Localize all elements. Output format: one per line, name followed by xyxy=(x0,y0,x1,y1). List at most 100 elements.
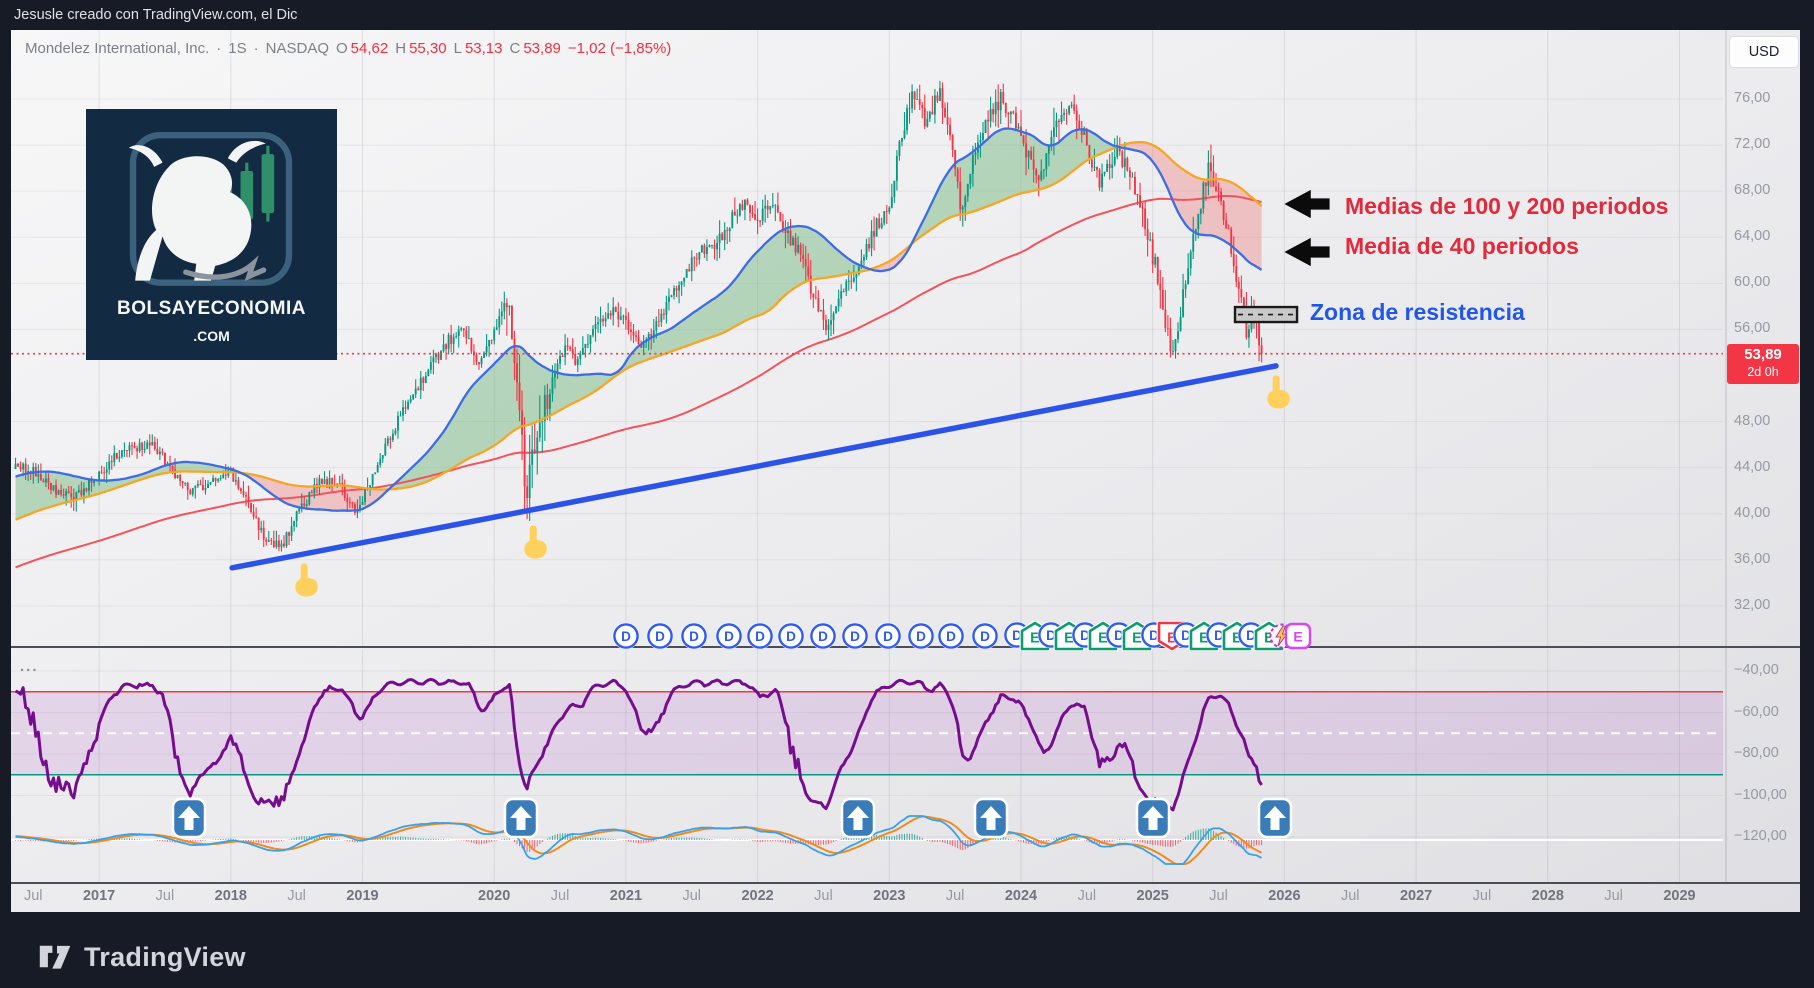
symbol-header[interactable]: Mondelez International, Inc. · 1S · NASD… xyxy=(25,37,671,59)
dividend-badge[interactable]: D xyxy=(645,622,675,650)
time-tick-label: Jul xyxy=(1209,888,1228,904)
dividend-badge[interactable]: D xyxy=(679,622,709,650)
price-tick-label: 32,00 xyxy=(1734,596,1771,613)
svg-text:D: D xyxy=(916,629,926,644)
pointing-hand-icon[interactable] xyxy=(518,524,550,560)
tradingview-icon xyxy=(39,945,71,969)
svg-text:E: E xyxy=(1264,631,1274,647)
tradingview-brand-text: TradingView xyxy=(84,942,246,972)
annotation-ma-40[interactable]: Media de 40 periodos xyxy=(1345,233,1579,259)
price-tick-label: 48,00 xyxy=(1734,412,1771,429)
dividend-badge[interactable]: D xyxy=(776,622,806,650)
svg-text:D: D xyxy=(655,629,665,644)
svg-text:D: D xyxy=(1080,628,1090,643)
price-tick-label: 40,00 xyxy=(1734,504,1771,521)
up-arrow-marker[interactable] xyxy=(973,797,1009,839)
time-tick-label: 2028 xyxy=(1531,888,1564,904)
low-value: 53,13 xyxy=(464,39,503,57)
svg-text:D: D xyxy=(1012,628,1022,643)
window-title-bar: Jesusle creado con TradingView.com, el D… xyxy=(0,0,1814,30)
logo-arrow-swoosh xyxy=(183,255,267,282)
annotation-resistance-zone[interactable]: Zona de resistencia xyxy=(1310,299,1525,325)
estimated-earnings-badge[interactable]: E xyxy=(1283,621,1313,651)
indicator-tick-label: −60,00 xyxy=(1734,703,1779,720)
dividend-badge[interactable]: D xyxy=(936,622,966,650)
symbol-name[interactable]: Mondelez International, Inc. xyxy=(25,39,210,57)
indicator-menu-dots[interactable]: ... xyxy=(20,658,39,675)
currency-button[interactable]: USD xyxy=(1729,36,1799,68)
svg-text:E: E xyxy=(1167,631,1177,647)
last-price-value: 53,89 xyxy=(1744,346,1782,363)
time-tick-label: 2029 xyxy=(1663,888,1696,904)
svg-text:D: D xyxy=(883,629,893,644)
time-tick-label: 2023 xyxy=(873,888,906,904)
dividend-badge[interactable]: D xyxy=(873,622,903,650)
price-tick-label: 68,00 xyxy=(1734,182,1771,199)
time-tick-label: 2019 xyxy=(346,888,379,904)
svg-text:D: D xyxy=(786,629,796,644)
time-tick-label: Jul xyxy=(1472,888,1492,904)
svg-text:D: D xyxy=(946,629,956,644)
up-arrow-marker[interactable] xyxy=(1135,797,1171,839)
price-tick-label: 76,00 xyxy=(1734,90,1771,106)
svg-text:D: D xyxy=(724,629,734,644)
logo-text-line2: .COM xyxy=(193,328,230,344)
dividend-badge[interactable]: D xyxy=(745,622,775,650)
svg-text:E: E xyxy=(1200,631,1210,647)
low-label: L xyxy=(453,39,462,57)
high-value: 55,30 xyxy=(409,39,447,57)
time-tick-label: 2026 xyxy=(1268,888,1301,904)
bar-countdown: 2d 0h xyxy=(1747,364,1779,379)
up-arrow-marker[interactable] xyxy=(1257,797,1293,839)
up-arrow-marker[interactable] xyxy=(503,797,539,839)
black-left-arrow-icon[interactable] xyxy=(1281,188,1333,220)
annotation-ma-100-200[interactable]: Medias de 100 y 200 periodos xyxy=(1345,193,1669,219)
indicator-tick-label: −100,00 xyxy=(1734,786,1787,803)
price-tick-label: 56,00 xyxy=(1734,320,1771,337)
currency-label: USD xyxy=(1748,44,1780,60)
up-arrow-marker[interactable] xyxy=(171,797,207,839)
time-tick-label: Jul xyxy=(23,888,43,904)
dividend-badge[interactable]: D xyxy=(970,622,1000,650)
pointing-hand-icon[interactable] xyxy=(1261,374,1293,410)
close-value: 53,89 xyxy=(523,39,561,57)
time-tick-label: Jul xyxy=(550,888,570,904)
time-tick-label: Jul xyxy=(945,888,965,904)
price-tick-label: 64,00 xyxy=(1734,228,1771,245)
time-tick-label: Jul xyxy=(155,888,175,904)
chart-drawings[interactable] xyxy=(11,305,1723,571)
time-tick-label: Jul xyxy=(287,888,306,904)
dividend-badge[interactable]: D xyxy=(611,622,641,650)
time-tick-label: 2020 xyxy=(478,888,511,904)
svg-text:D: D xyxy=(1046,628,1056,643)
time-tick-label: Jul xyxy=(814,888,833,904)
price-tick-label: 60,00 xyxy=(1734,274,1771,291)
dividend-badge[interactable]: D xyxy=(714,622,744,650)
svg-text:D: D xyxy=(690,629,700,644)
price-tick-label: 72,00 xyxy=(1734,136,1771,153)
black-left-arrow-icon[interactable] xyxy=(1281,236,1333,268)
svg-text:D: D xyxy=(1149,628,1159,643)
time-tick-label: Jul xyxy=(1604,888,1623,904)
time-tick-label: Jul xyxy=(682,888,702,904)
time-tick-label: 2024 xyxy=(1004,888,1038,904)
dividend-badge[interactable]: D xyxy=(808,622,838,650)
svg-text:E: E xyxy=(1030,631,1040,647)
high-label: H xyxy=(395,39,407,57)
separator-dot: · xyxy=(216,39,222,57)
pointing-hand-icon[interactable] xyxy=(289,562,321,598)
svg-text:E: E xyxy=(1064,631,1074,647)
open-value: 54,62 xyxy=(350,39,389,57)
dividend-badge[interactable]: D xyxy=(906,622,936,650)
svg-text:E: E xyxy=(1132,631,1142,647)
up-arrow-marker[interactable] xyxy=(840,797,876,839)
time-tick-label: 2021 xyxy=(609,888,643,904)
svg-text:D: D xyxy=(1182,628,1192,643)
interval-label[interactable]: 1S xyxy=(228,39,247,57)
dividend-badge[interactable]: D xyxy=(840,622,870,650)
indicator-tick-label: −80,00 xyxy=(1734,745,1779,761)
time-tick-label: 2025 xyxy=(1136,888,1169,904)
window-title: Jesusle creado con TradingView.com, el D… xyxy=(14,7,298,23)
exchange-label: NASDAQ xyxy=(265,39,329,57)
